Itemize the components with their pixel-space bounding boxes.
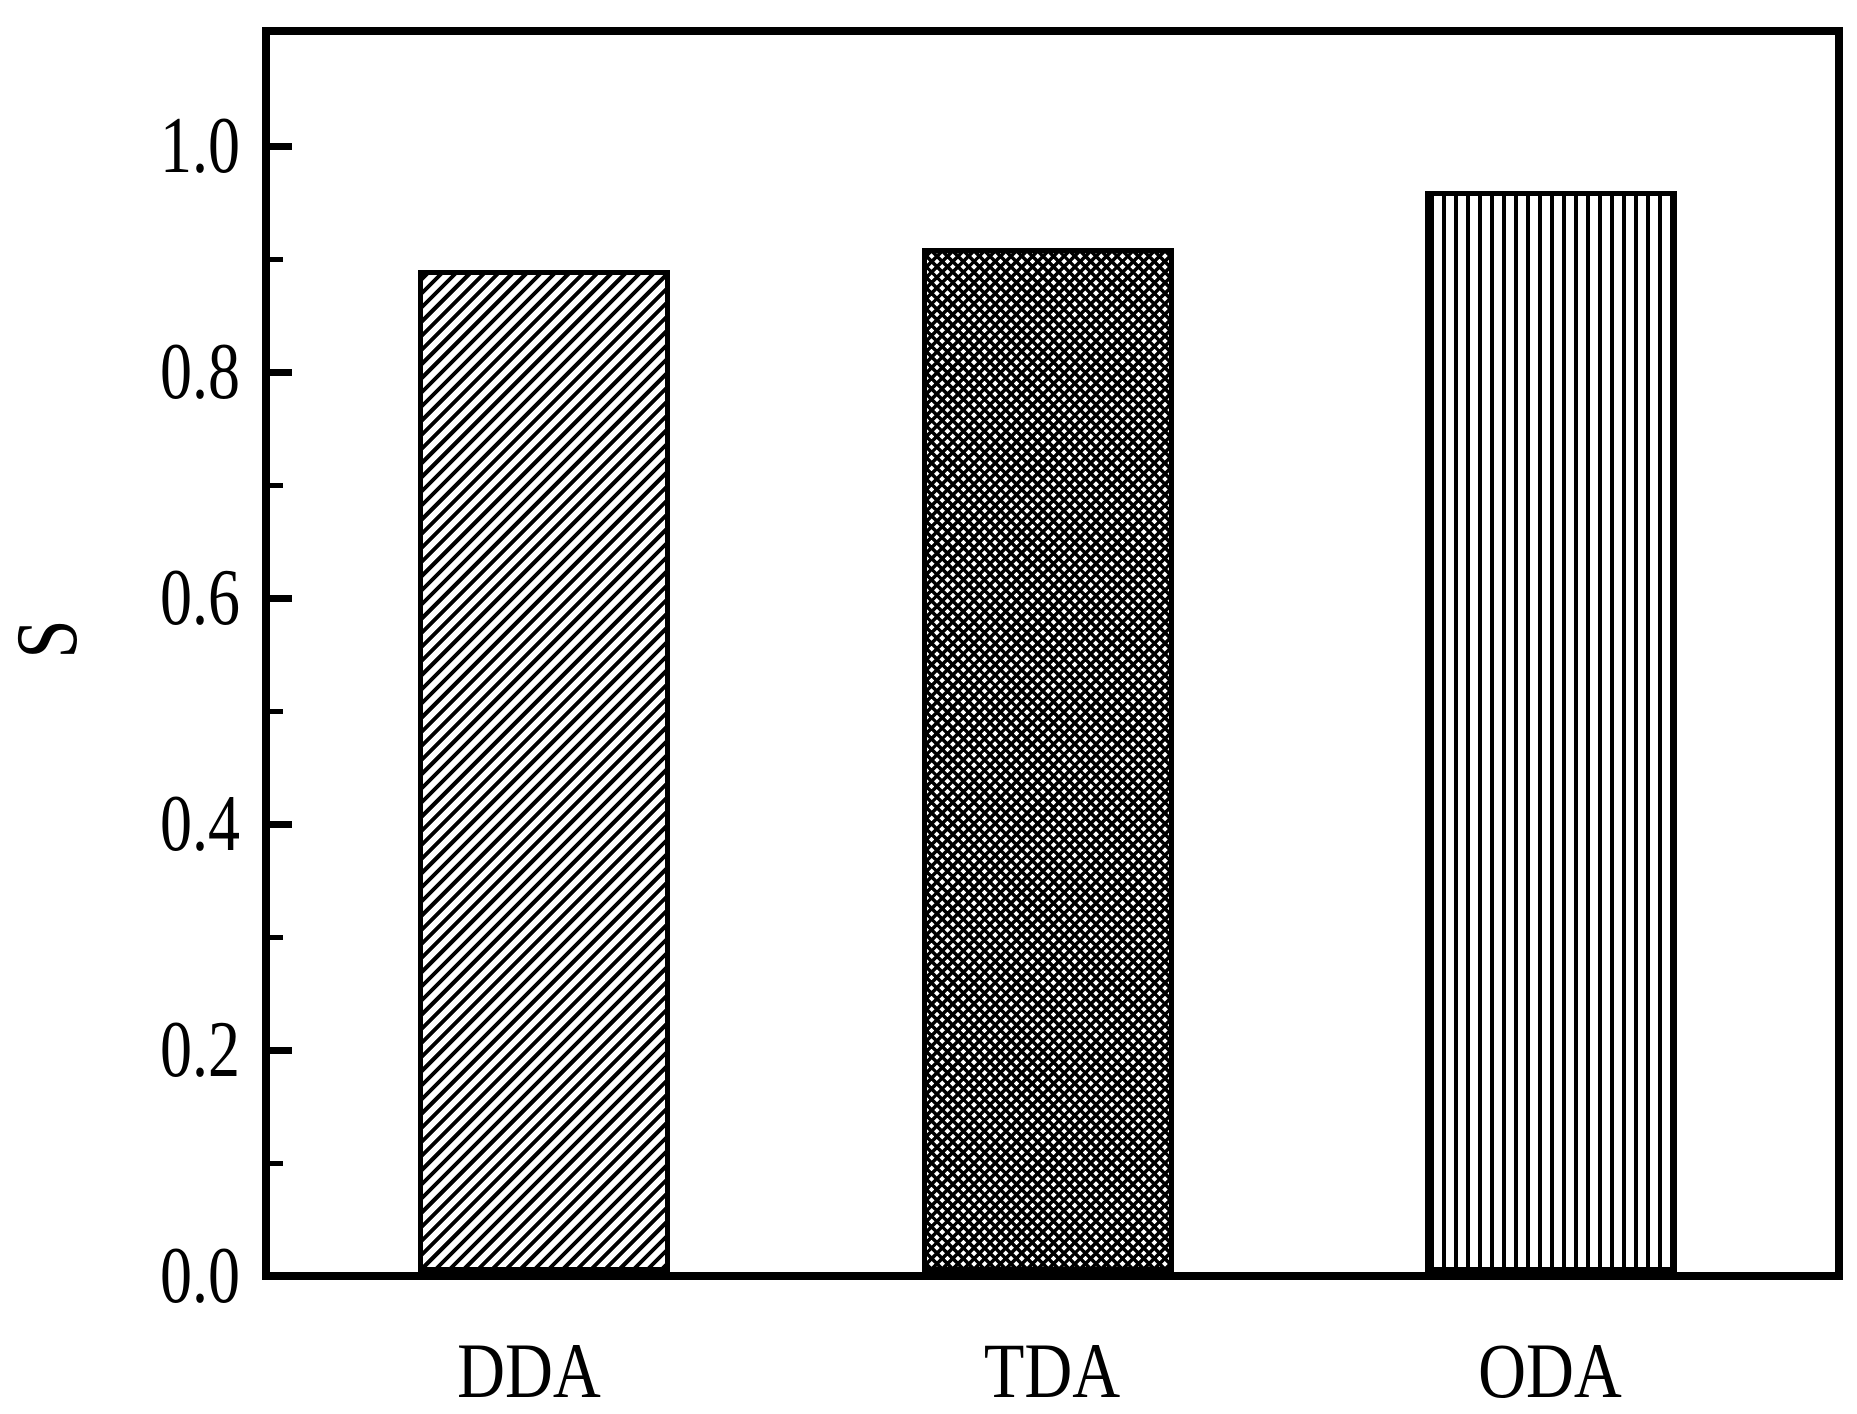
bar-tda [922, 247, 1174, 1272]
y-minor-tick [270, 1160, 283, 1166]
x-category-label-dda: DDA [457, 1327, 601, 1414]
y-tick-label: 0.6 [160, 554, 240, 642]
y-minor-tick [270, 708, 283, 714]
bar-dda [418, 270, 670, 1272]
y-tick-label: 0.0 [160, 1232, 240, 1320]
y-tick-label: 0.4 [160, 780, 240, 868]
y-axis-title: S [0, 619, 96, 659]
y-minor-tick [270, 934, 283, 940]
y-major-tick [270, 142, 292, 150]
y-major-tick [270, 1272, 292, 1280]
y-tick-label: 1.0 [160, 102, 240, 190]
x-category-label-oda: ODA [1478, 1327, 1622, 1414]
y-minor-tick [270, 256, 283, 262]
y-tick-label: 0.8 [160, 328, 240, 416]
x-category-label-tda: TDA [983, 1327, 1121, 1414]
y-major-tick [270, 1046, 292, 1054]
bar-oda [1425, 191, 1677, 1272]
y-major-tick [270, 368, 292, 376]
y-major-tick [270, 820, 292, 828]
y-tick-label: 0.2 [160, 1006, 240, 1094]
y-minor-tick [270, 482, 283, 488]
y-major-tick [270, 594, 292, 602]
